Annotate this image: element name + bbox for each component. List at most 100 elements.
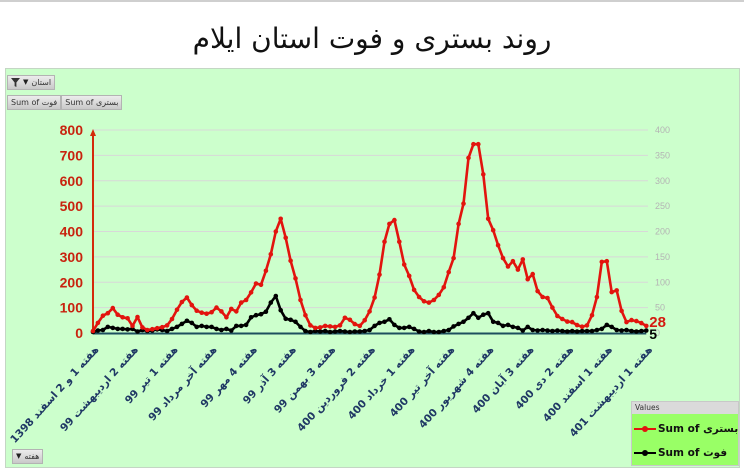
data-point[interactable]	[278, 216, 284, 222]
data-point[interactable]	[352, 329, 358, 334]
data-point[interactable]	[436, 292, 442, 298]
data-point[interactable]	[555, 328, 560, 333]
data-point[interactable]	[283, 316, 289, 322]
data-point[interactable]	[397, 325, 402, 331]
data-point[interactable]	[347, 317, 353, 323]
data-point[interactable]	[436, 329, 442, 335]
data-point[interactable]	[293, 319, 298, 325]
data-point[interactable]	[164, 323, 170, 328]
data-point[interactable]	[530, 327, 535, 333]
data-point[interactable]	[609, 324, 614, 330]
data-point[interactable]	[154, 325, 160, 331]
data-point[interactable]	[619, 308, 624, 314]
data-point[interactable]	[347, 329, 353, 335]
data-point[interactable]	[110, 325, 116, 331]
data-point[interactable]	[574, 329, 580, 334]
data-point[interactable]	[426, 300, 432, 305]
data-point[interactable]	[545, 328, 550, 333]
data-point[interactable]	[357, 323, 363, 329]
data-point[interactable]	[594, 327, 600, 333]
data-point[interactable]	[411, 287, 417, 293]
data-point[interactable]	[327, 324, 333, 329]
data-point[interactable]	[377, 320, 382, 326]
data-point[interactable]	[500, 323, 506, 329]
data-point[interactable]	[298, 324, 303, 330]
data-point[interactable]	[189, 320, 195, 326]
data-point[interactable]	[268, 252, 274, 257]
data-point[interactable]	[273, 229, 279, 234]
data-point[interactable]	[150, 326, 155, 332]
data-point[interactable]	[303, 328, 308, 334]
data-point[interactable]	[550, 305, 555, 310]
data-point[interactable]	[584, 323, 590, 328]
data-point[interactable]	[520, 328, 526, 333]
data-point[interactable]	[392, 322, 397, 328]
data-point[interactable]	[100, 327, 106, 333]
data-point[interactable]	[224, 315, 229, 320]
data-point[interactable]	[476, 141, 481, 147]
data-point[interactable]	[308, 323, 313, 328]
data-point[interactable]	[456, 321, 461, 327]
data-point[interactable]	[303, 312, 308, 318]
data-point[interactable]	[540, 294, 545, 300]
data-point[interactable]	[100, 313, 106, 319]
data-point[interactable]	[229, 306, 234, 312]
data-point[interactable]	[466, 155, 471, 161]
data-point[interactable]	[446, 327, 452, 333]
data-point[interactable]	[219, 327, 224, 333]
data-point[interactable]	[105, 310, 111, 316]
data-point[interactable]	[288, 317, 293, 323]
data-point[interactable]	[243, 297, 249, 303]
data-point[interactable]	[140, 325, 145, 330]
data-point[interactable]	[565, 329, 570, 334]
data-point[interactable]	[293, 276, 298, 281]
data-point[interactable]	[644, 328, 649, 333]
data-point[interactable]	[456, 221, 461, 227]
data-point[interactable]	[263, 268, 269, 274]
data-point[interactable]	[179, 299, 185, 305]
data-point[interactable]	[377, 272, 382, 277]
data-point[interactable]	[520, 257, 526, 262]
data-point[interactable]	[322, 328, 328, 334]
data-point[interactable]	[258, 282, 264, 288]
data-point[interactable]	[115, 326, 120, 332]
data-point[interactable]	[421, 329, 427, 335]
data-point[interactable]	[535, 288, 540, 294]
data-point[interactable]	[105, 324, 111, 330]
data-point[interactable]	[550, 328, 555, 334]
data-point[interactable]	[614, 327, 619, 333]
data-point[interactable]	[327, 329, 333, 335]
data-point[interactable]	[110, 305, 116, 311]
data-point[interactable]	[253, 312, 259, 318]
data-point[interactable]	[199, 323, 204, 329]
data-point[interactable]	[584, 328, 590, 334]
data-point[interactable]	[471, 310, 476, 316]
data-point[interactable]	[199, 310, 204, 316]
data-point[interactable]	[130, 323, 135, 329]
data-point[interactable]	[431, 329, 437, 335]
data-point[interactable]	[184, 295, 190, 300]
data-point[interactable]	[120, 315, 125, 320]
data-point[interactable]	[604, 258, 610, 264]
data-point[interactable]	[481, 172, 486, 177]
data-point[interactable]	[298, 297, 303, 303]
data-point[interactable]	[367, 309, 372, 314]
data-point[interactable]	[169, 326, 175, 332]
data-point[interactable]	[382, 239, 387, 244]
data-point[interactable]	[565, 319, 570, 324]
data-point[interactable]	[234, 309, 239, 314]
data-point[interactable]	[594, 294, 600, 300]
data-point[interactable]	[387, 221, 392, 227]
data-point[interactable]	[238, 300, 244, 305]
data-point[interactable]	[619, 328, 624, 333]
data-point[interactable]	[248, 290, 254, 295]
data-point[interactable]	[337, 328, 343, 334]
data-point[interactable]	[495, 242, 501, 248]
data-point[interactable]	[629, 328, 634, 334]
data-point[interactable]	[214, 326, 219, 332]
data-point[interactable]	[406, 273, 412, 279]
data-point[interactable]	[624, 327, 629, 333]
data-point[interactable]	[401, 262, 407, 267]
data-point[interactable]	[189, 302, 195, 308]
data-point[interactable]	[416, 329, 422, 334]
